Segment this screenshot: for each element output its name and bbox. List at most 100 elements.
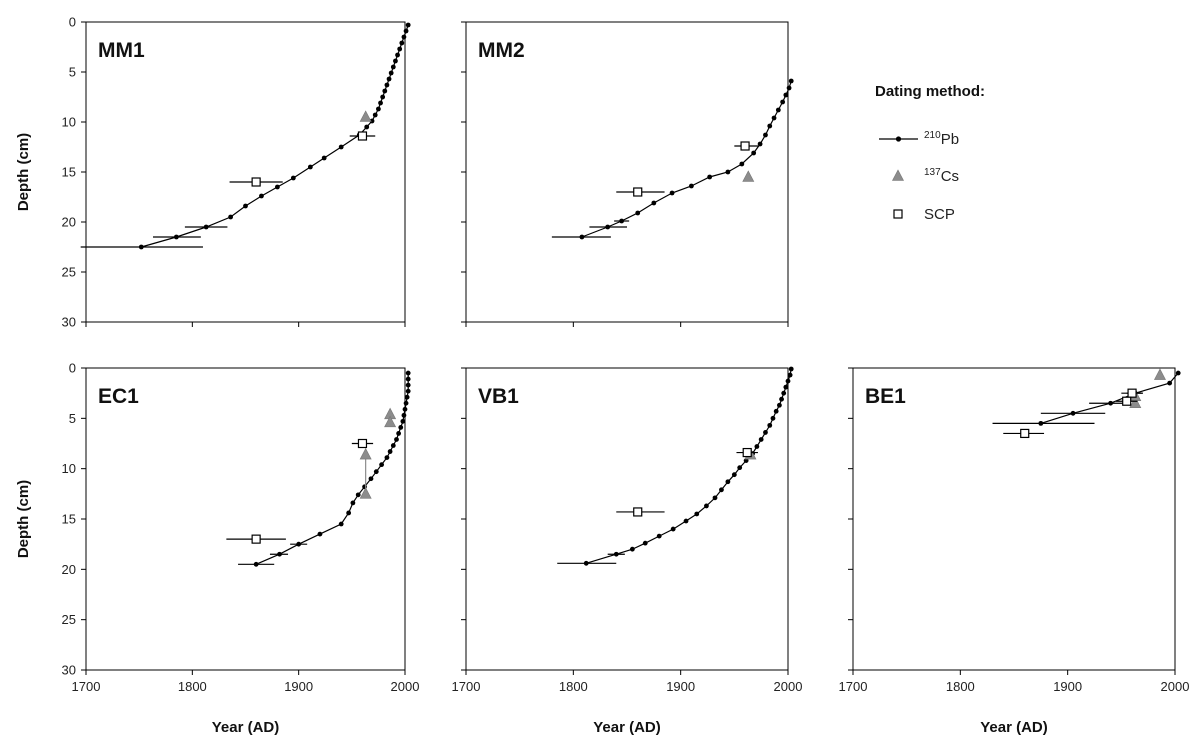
y-tick-label: 20: [62, 562, 76, 577]
pb-point: [307, 164, 313, 170]
y-tick-label: 10: [62, 115, 76, 130]
pb-point: [669, 190, 675, 196]
y-axis-title: Depth (cm): [15, 480, 32, 558]
pb-point: [704, 503, 709, 509]
pb-point: [613, 551, 619, 557]
pb-point: [373, 469, 379, 475]
plot-frame: [465, 21, 789, 323]
scp-point: [251, 534, 261, 544]
cs-point: [742, 170, 755, 182]
pb-point: [378, 100, 383, 106]
pb-point: [1175, 370, 1181, 376]
x-tick-label: 2000: [391, 679, 420, 694]
pb-point: [405, 22, 411, 28]
pb-point: [296, 541, 302, 547]
plot-frame: [85, 21, 406, 323]
x-tick-label: 1700: [452, 679, 481, 694]
pb-point: [781, 390, 787, 396]
pb-point: [403, 28, 409, 34]
x-tick-label: 1800: [559, 679, 588, 694]
pb-point: [395, 52, 400, 58]
x-tick-label: 2000: [1161, 679, 1189, 694]
pb-point: [737, 465, 743, 471]
pb-point: [397, 46, 403, 52]
pb-point: [404, 394, 410, 400]
pb-point: [763, 132, 768, 138]
legend-element: Pb: [941, 131, 959, 148]
scp-point: [740, 141, 750, 151]
legend-title: Dating method:: [875, 83, 985, 100]
pb-point: [767, 123, 773, 129]
pb-point: [1167, 380, 1173, 386]
pb-point: [253, 561, 259, 567]
pb-point: [401, 412, 407, 418]
legend-marker-scp: [893, 209, 903, 219]
x-tick-label: 1700: [839, 679, 868, 694]
panel-be1: 1700 1800 1900 2000 Year (AD) BE1: [839, 367, 1189, 736]
pb-point: [259, 193, 264, 199]
pb-point: [380, 94, 386, 100]
pb-line: [255, 373, 409, 565]
x-axis-title: Year (AD): [593, 719, 661, 736]
pb-point: [757, 141, 763, 147]
pb-point: [368, 476, 374, 482]
pb-point: [364, 124, 370, 130]
pb-point: [763, 430, 768, 435]
pb-point: [275, 184, 280, 190]
panel-label: MM1: [98, 39, 145, 62]
pb-point: [719, 487, 724, 493]
x-axis-title: Year (AD): [212, 719, 280, 736]
pb-point: [743, 458, 749, 464]
pb-line: [1040, 372, 1179, 424]
pb-point: [712, 495, 718, 501]
legend-marker-cs: [892, 169, 904, 181]
pb-point: [402, 406, 408, 412]
y-tick-label: 30: [62, 663, 76, 678]
scp-point: [742, 447, 752, 458]
pb-line: [586, 368, 792, 564]
pb-point: [400, 418, 406, 424]
pb-point: [1108, 400, 1113, 406]
pb-point: [394, 437, 399, 442]
pb-point: [317, 531, 323, 537]
pb-point: [243, 203, 248, 209]
pb-point: [787, 372, 793, 378]
x-tick-label: 1800: [178, 679, 207, 694]
x-tick-label: 2000: [774, 679, 803, 694]
pb-point: [384, 82, 390, 88]
y-tick-label: 0: [69, 15, 76, 30]
pb-point: [398, 424, 404, 430]
pb-point: [369, 118, 375, 124]
pb-point: [629, 546, 635, 552]
y-tick-label: 25: [62, 265, 76, 280]
pb-point: [388, 70, 394, 76]
pb-point: [642, 540, 648, 546]
pb-point: [372, 112, 378, 118]
pb-point: [689, 183, 694, 189]
pb-point: [390, 64, 396, 70]
pb-point: [277, 551, 282, 557]
y-tick-label: 15: [62, 165, 76, 180]
pb-point: [773, 408, 779, 414]
legend-mass-number: 210: [924, 130, 941, 141]
scp-point: [1020, 428, 1030, 439]
scp-point: [357, 131, 368, 141]
panel-label: VB1: [478, 385, 519, 408]
legend: Dating method: 210Pb 137Cs SCP: [875, 83, 985, 223]
legend-mass-number: 137: [924, 167, 941, 178]
pb-point: [619, 218, 625, 224]
scp-point: [251, 177, 261, 187]
y-tick-label: 5: [69, 65, 76, 80]
pb-point: [386, 76, 392, 82]
pb-point: [670, 526, 676, 532]
pb-point: [754, 444, 760, 449]
y-tick-label: 10: [62, 461, 76, 476]
pb-point: [350, 500, 356, 506]
pb-point: [387, 449, 393, 454]
pb-point: [786, 85, 792, 91]
pb-point: [785, 378, 791, 384]
pb-point: [579, 234, 585, 240]
pb-point: [384, 455, 390, 460]
pb-point: [203, 224, 209, 230]
pb-point: [725, 479, 731, 485]
